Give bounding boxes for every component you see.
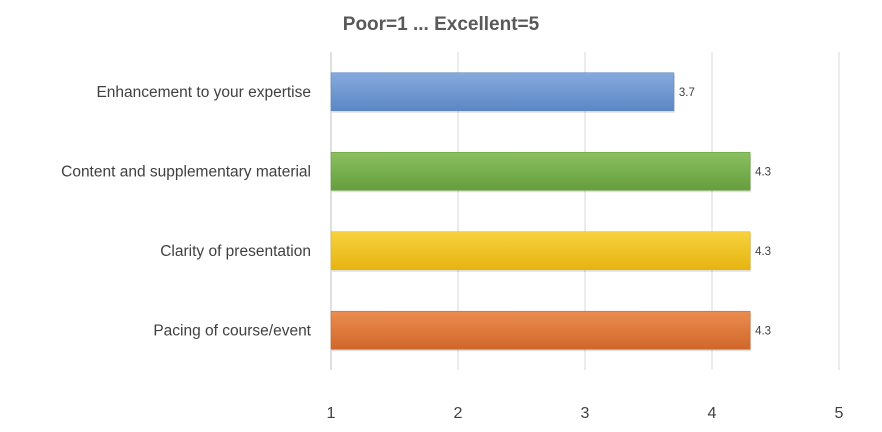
- category-label: Content and supplementary material: [61, 163, 311, 180]
- bar-1: [330, 72, 675, 112]
- x-tick-label: 2: [454, 405, 463, 422]
- x-tick-label: 3: [581, 405, 590, 422]
- bar-2: [330, 151, 751, 191]
- category-label: Pacing of course/event: [153, 322, 311, 339]
- category-label: Enhancement to your expertise: [96, 84, 311, 101]
- chart-title: Poor=1 ... Excellent=5: [343, 14, 540, 35]
- x-tick-label: 5: [835, 405, 844, 422]
- x-axis-tick-labels: 1 2 3 4 5: [327, 405, 844, 422]
- data-label: 4.3: [755, 166, 771, 178]
- category-labels: Enhancement to your expertise Content and…: [61, 84, 312, 340]
- data-label: 3.7: [679, 87, 695, 99]
- category-label: Clarity of presentation: [160, 243, 311, 260]
- bars: 3.7 4.3 4.3 4.3: [330, 72, 771, 352]
- bar-3: [330, 231, 751, 271]
- data-label: 4.3: [755, 246, 771, 258]
- x-tick-label: 4: [708, 405, 717, 422]
- x-tick-label: 1: [327, 405, 336, 422]
- data-label: 4.3: [755, 325, 771, 337]
- bar-4: [330, 310, 751, 350]
